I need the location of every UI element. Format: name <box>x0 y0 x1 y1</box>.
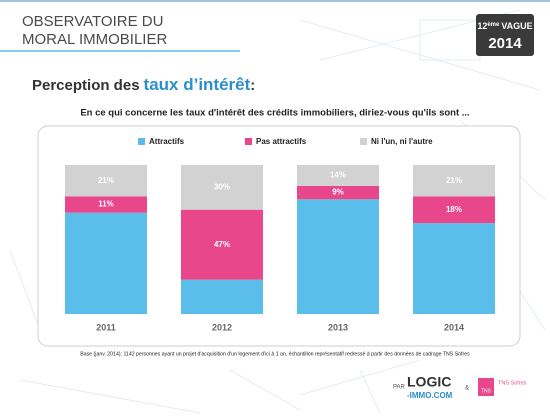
legend-label: Pas attractifs <box>256 137 307 146</box>
x-tick-label: 2013 <box>328 322 348 332</box>
bar-segment <box>297 165 379 186</box>
badge: 12ème VAGUE 2014 <box>476 14 534 56</box>
bar-segment <box>65 196 147 213</box>
header-line1: OBSERVATOIRE DU <box>22 13 163 30</box>
value-label: 9% <box>332 188 344 197</box>
value-label: 11% <box>98 200 114 209</box>
legend-swatch <box>245 138 252 145</box>
header-line2: MORAL IMMOBILIER <box>22 31 167 48</box>
badge-suffix: ème <box>487 22 500 28</box>
heading-colon: : <box>250 77 255 94</box>
logo-bottom: -IMMO.COM <box>407 391 453 400</box>
legend-swatch <box>138 138 145 145</box>
x-tick-label: 2014 <box>444 322 464 332</box>
value-label: 30% <box>214 182 230 191</box>
bar-segment <box>297 199 379 314</box>
bar-segment <box>181 165 263 210</box>
legend-swatch <box>360 138 367 145</box>
badge-label: 12ème VAGUE <box>477 21 532 31</box>
bar-segment <box>181 209 263 280</box>
partner-logo <box>478 378 494 396</box>
bar-segment <box>65 212 147 314</box>
value-label: 14% <box>330 171 346 180</box>
badge-number: 12 <box>477 21 487 31</box>
plot: Attractifs Pas attractifs Ni l'un, ni l'au… <box>65 137 495 332</box>
bar-segment <box>413 223 495 314</box>
bar-segment <box>297 185 379 200</box>
footer: PAR LOGIC -IMMO.COM & TNS TNS Sofres <box>393 374 527 400</box>
value-label: 21% <box>98 176 114 185</box>
heading-highlight: taux d’intérêt <box>144 75 251 94</box>
question: En ce qui concerne les taux d'intérêt de… <box>80 108 469 119</box>
bar-segment <box>181 279 263 314</box>
legend-label: Attractifs <box>149 137 185 146</box>
heading: Perception des taux d’intérêt: <box>32 75 255 94</box>
footer-by: PAR <box>393 385 406 391</box>
value-label: 18% <box>446 205 462 214</box>
badge-year: 2014 <box>488 35 522 52</box>
x-tick-label: 2011 <box>96 322 116 332</box>
bar-segment <box>413 165 495 197</box>
badge-vague: VAGUE <box>501 21 532 31</box>
heading-part: Perception des <box>32 77 140 94</box>
badge-bg <box>476 14 534 56</box>
value-label: 21% <box>446 176 462 185</box>
value-label: 47% <box>214 240 230 249</box>
legend-label: Ni l'un, ni l'autre <box>371 137 433 146</box>
top-border <box>0 0 550 2</box>
partner-short: TNS <box>481 388 492 394</box>
bar-segment <box>65 165 147 197</box>
x-tick-label: 2012 <box>212 322 232 332</box>
partner-name: TNS Sofres <box>498 380 527 386</box>
footnote: Base (janv. 2014): 1142 personnes ayant … <box>80 351 470 357</box>
bar-segment <box>413 196 495 224</box>
footer-and: & <box>465 386 469 392</box>
logo-top: LOGIC <box>407 374 451 390</box>
chart-frame <box>37 125 521 347</box>
